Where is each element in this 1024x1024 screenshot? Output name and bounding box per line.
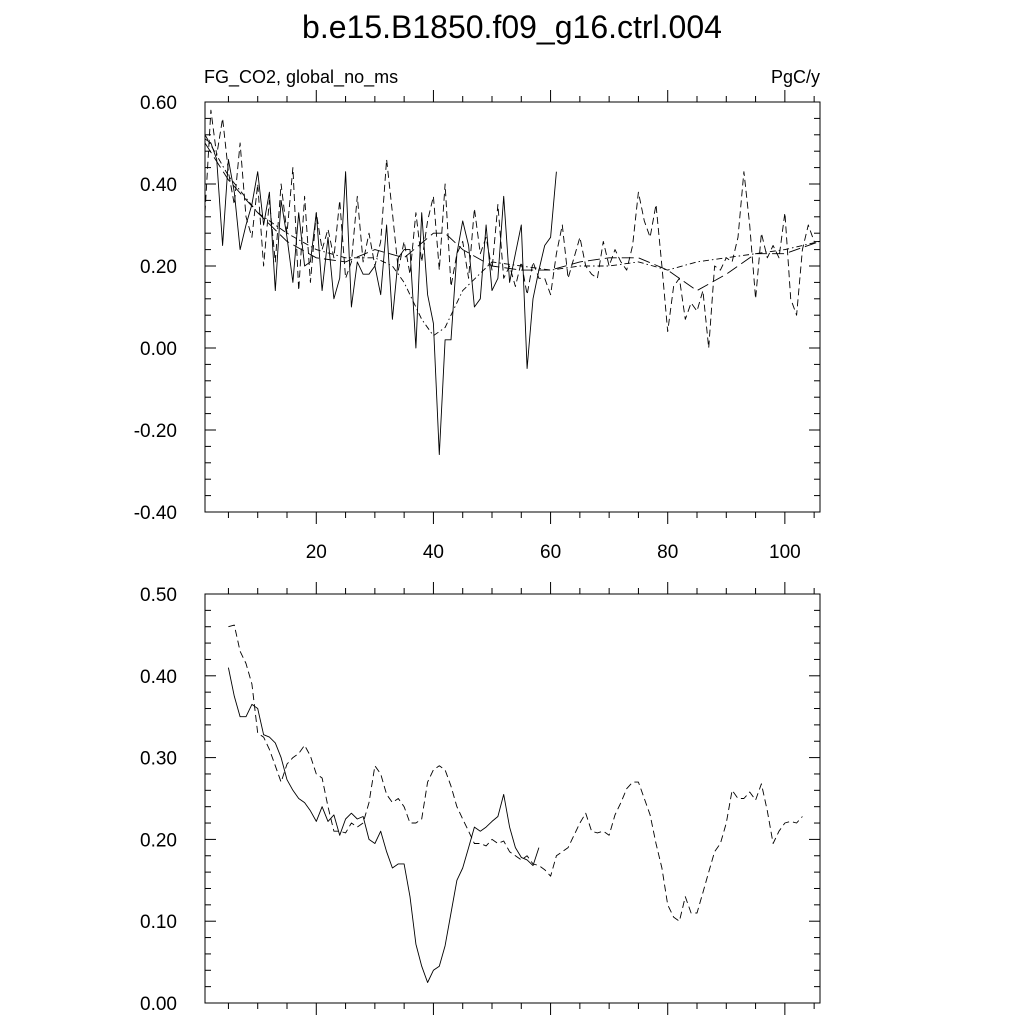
series-line-solid — [227, 667, 540, 983]
plot-frame — [204, 101, 821, 513]
series-line-dash-dot — [204, 134, 821, 337]
top-panel: FG_CO2, global_no_ms PgC/y -0.40 -0.20 0.0… — [134, 67, 821, 563]
y-tick-label: 0.20 — [140, 830, 177, 851]
y-tick-label: 0.10 — [140, 912, 177, 933]
y-tick-label: 0.60 — [140, 93, 177, 114]
x-tick-label: 40 — [423, 542, 444, 563]
y-tick-label: 0.40 — [140, 667, 177, 688]
x-tick-label: 100 — [769, 542, 801, 563]
x-tick-label: 60 — [540, 542, 561, 563]
y-tick-label: 0.30 — [140, 749, 177, 770]
y-tick-label: -0.20 — [134, 421, 177, 442]
figure-title: b.e15.B1850.f09_g16.ctrl.004 — [302, 9, 722, 45]
series-line-long-dash — [204, 142, 821, 292]
top-panel-left-label: FG_CO2, global_no_ms — [204, 67, 398, 88]
bottom-panel-axes: 0.00 0.10 0.20 0.30 0.40 0.50 — [140, 582, 821, 1015]
bottom-panel-series — [227, 624, 803, 983]
top-panel-unit-label: PgC/y — [771, 67, 820, 87]
y-tick-label: 0.00 — [140, 994, 177, 1015]
y-tick-label: 0.40 — [140, 175, 177, 196]
x-tick-label: 20 — [306, 542, 327, 563]
series-line-dashed — [204, 109, 820, 349]
y-tick-label: -0.40 — [134, 503, 177, 524]
plot-frame — [204, 593, 821, 1004]
series-line-dashed — [228, 624, 803, 922]
top-panel-axes: -0.40 -0.20 0.00 0.20 0.40 0.60 20 40 60 80 100 — [134, 90, 821, 563]
y-tick-label: 0.00 — [140, 339, 177, 360]
top-panel-series — [204, 109, 821, 456]
y-tick-label: 0.50 — [140, 585, 177, 606]
x-tick-label: 80 — [657, 542, 678, 563]
series-line-solid — [204, 138, 557, 456]
y-tick-label: 0.20 — [140, 257, 177, 278]
bottom-panel: 0.00 0.10 0.20 0.30 0.40 0.50 — [140, 582, 821, 1015]
